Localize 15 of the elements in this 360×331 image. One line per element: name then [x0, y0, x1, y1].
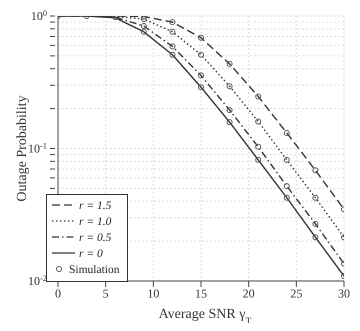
x-tick-label: 15	[195, 286, 207, 301]
x-tick-label: 30	[338, 286, 350, 301]
y-tick-label: 10$^{0}$	[30, 8, 47, 23]
legend-label: r = 0.5	[79, 232, 112, 244]
x-tick-label: 0	[55, 286, 61, 301]
x-tick-label: 5	[102, 286, 109, 301]
legend-label: r = 1.0	[79, 216, 112, 228]
y-axis-title: Outage Probability	[15, 95, 30, 202]
legend-label: r = 1.5	[79, 200, 112, 212]
legend-label: Simulation	[69, 264, 120, 276]
x-tick-label: 25	[290, 286, 302, 301]
legend-label: r = 0	[79, 248, 103, 260]
x-tick-label: 10	[147, 286, 160, 301]
y-tick-label: 10$^{-1}$	[28, 141, 47, 156]
x-tick-label: 20	[242, 286, 255, 301]
